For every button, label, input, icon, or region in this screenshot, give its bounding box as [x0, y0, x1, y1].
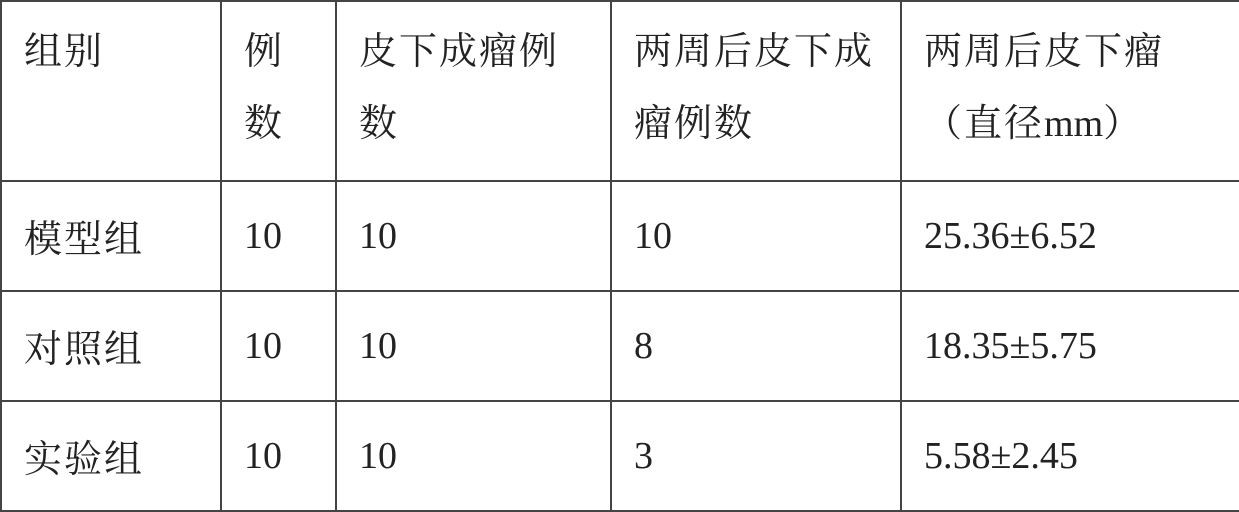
header-diameter-part2: ）	[1103, 92, 1143, 147]
header-group: 组别	[1, 1, 221, 181]
header-diameter: 两周后皮下瘤（直径mm）	[901, 1, 1239, 181]
cell-tumor: 10	[336, 401, 611, 511]
cell-n: 10	[221, 291, 336, 401]
cell-n: 10	[221, 181, 336, 291]
cell-tumor: 10	[336, 181, 611, 291]
header-tumor-2w: 两周后皮下成瘤例数	[611, 1, 901, 181]
header-n: 例数	[221, 1, 336, 181]
cell-group: 对照组	[1, 291, 221, 401]
cell-group: 实验组	[1, 401, 221, 511]
cell-diameter: 5.58±2.45	[901, 401, 1239, 511]
data-table: 组别 例数 皮下成瘤例数 两周后皮下成瘤例数 两周后皮下瘤（直径mm） 模型组 …	[0, 0, 1239, 512]
cell-tumor-2w: 10	[611, 181, 901, 291]
table-row: 模型组 10 10 10 25.36±6.52	[1, 181, 1239, 291]
cell-tumor: 10	[336, 291, 611, 401]
cell-group: 模型组	[1, 181, 221, 291]
header-row: 组别 例数 皮下成瘤例数 两周后皮下成瘤例数 两周后皮下瘤（直径mm）	[1, 1, 1239, 181]
cell-tumor-2w: 8	[611, 291, 901, 401]
header-tumor: 皮下成瘤例数	[336, 1, 611, 181]
cell-diameter: 18.35±5.75	[901, 291, 1239, 401]
header-diameter-unit: mm	[1044, 103, 1103, 145]
cell-n: 10	[221, 401, 336, 511]
cell-diameter: 25.36±6.52	[901, 181, 1239, 291]
table-row: 实验组 10 10 3 5.58±2.45	[1, 401, 1239, 511]
cell-tumor-2w: 3	[611, 401, 901, 511]
table-row: 对照组 10 10 8 18.35±5.75	[1, 291, 1239, 401]
